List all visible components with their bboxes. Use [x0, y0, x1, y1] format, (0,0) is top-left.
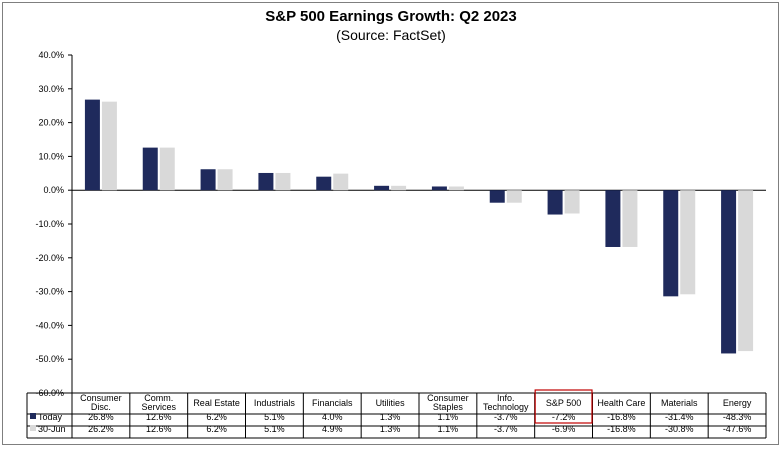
data-label: -16.8%	[607, 412, 636, 422]
highlight-box	[534, 389, 593, 424]
data-label: -48.3%	[723, 412, 752, 422]
category-label: Real Estate	[193, 398, 240, 408]
data-label: -47.6%	[723, 424, 752, 434]
data-label: 26.8%	[88, 412, 114, 422]
category-label: Technology	[483, 402, 529, 412]
bar-today	[200, 169, 216, 191]
category-label: Disc.	[91, 402, 111, 412]
data-label: -7.2%	[552, 412, 576, 422]
chart-axes: 40.0% 30.0% 20.0% 10.0% 0.0% -10.0% -20.0% -30.…	[35, 50, 766, 438]
data-label: 1.3%	[380, 412, 401, 422]
bar-30-jun	[217, 169, 233, 191]
bar-today	[142, 147, 158, 191]
category-label: Energy	[723, 398, 752, 408]
bar-today	[721, 190, 737, 354]
y-tick-label: -40.0%	[35, 320, 64, 330]
category-label: S&P 500	[546, 398, 581, 408]
data-label: 6.2%	[206, 424, 227, 434]
chart-title: S&P 500 Earnings Growth: Q2 2023	[265, 8, 517, 25]
data-label: 4.0%	[322, 412, 343, 422]
category-label: Staples	[433, 402, 464, 412]
category-label: Materials	[661, 398, 698, 408]
bar-today	[431, 186, 447, 191]
bar-30-jun	[680, 190, 696, 295]
data-label: 5.1%	[264, 412, 285, 422]
legend-label: 30-Jun	[38, 424, 66, 434]
category-label: Comm.	[144, 393, 173, 403]
legend-key	[30, 425, 36, 431]
data-label: 1.1%	[438, 424, 459, 434]
bar-30-jun	[391, 185, 407, 191]
data-label: -31.4%	[665, 412, 694, 422]
data-label: 6.2%	[206, 412, 227, 422]
data-label: -30.8%	[665, 424, 694, 434]
y-tick-label: 10.0%	[38, 151, 64, 161]
bar-today	[663, 190, 679, 297]
bar-today	[374, 185, 390, 191]
data-label: -3.7%	[494, 424, 518, 434]
bar-30-jun	[275, 172, 291, 191]
data-label: 12.6%	[146, 424, 172, 434]
y-tick-label: 0.0%	[43, 185, 64, 195]
bar-30-jun	[333, 173, 349, 191]
bar-30-jun	[448, 186, 464, 191]
y-tick-label: -50.0%	[35, 354, 64, 364]
category-label: Consumer	[427, 393, 469, 403]
bar-30-jun	[506, 190, 522, 203]
legend-key	[30, 413, 36, 419]
bar-today	[84, 99, 100, 191]
data-label: 4.9%	[322, 424, 343, 434]
data-label: -3.7%	[494, 412, 518, 422]
bar-today	[605, 190, 621, 247]
category-label: Financials	[312, 398, 353, 408]
data-label: 12.6%	[146, 412, 172, 422]
category-label: Consumer	[80, 393, 122, 403]
bar-30-jun	[564, 190, 580, 214]
legend-label: Today	[38, 412, 63, 422]
y-tick-label: -30.0%	[35, 287, 64, 297]
bar-30-jun	[101, 101, 117, 191]
data-label: 5.1%	[264, 424, 285, 434]
y-tick-label: 30.0%	[38, 84, 64, 94]
bar-today	[547, 190, 563, 215]
category-label: Health Care	[597, 398, 645, 408]
data-label: -6.9%	[552, 424, 576, 434]
chart-frame	[2, 2, 779, 445]
bar-today	[316, 176, 332, 191]
bar-30-jun	[159, 147, 175, 191]
category-label: Industrials	[254, 398, 296, 408]
y-tick-label: 20.0%	[38, 118, 64, 128]
category-label: Services	[141, 402, 176, 412]
data-label: -16.8%	[607, 424, 636, 434]
y-tick-label: -20.0%	[35, 253, 64, 263]
y-tick-label: 40.0%	[38, 50, 64, 60]
data-label: 26.2%	[88, 424, 114, 434]
data-label: 1.3%	[380, 424, 401, 434]
y-tick-label: -10.0%	[35, 219, 64, 229]
chart-subtitle: (Source: FactSet)	[336, 27, 446, 43]
bar-30-jun	[622, 190, 638, 247]
bar-today	[489, 190, 505, 203]
category-label: Info.	[497, 393, 515, 403]
chart-bars	[84, 99, 754, 354]
bar-30-jun	[738, 190, 754, 352]
bar-today	[258, 172, 274, 191]
data-label: 1.1%	[438, 412, 459, 422]
category-label: Utilities	[376, 398, 406, 408]
